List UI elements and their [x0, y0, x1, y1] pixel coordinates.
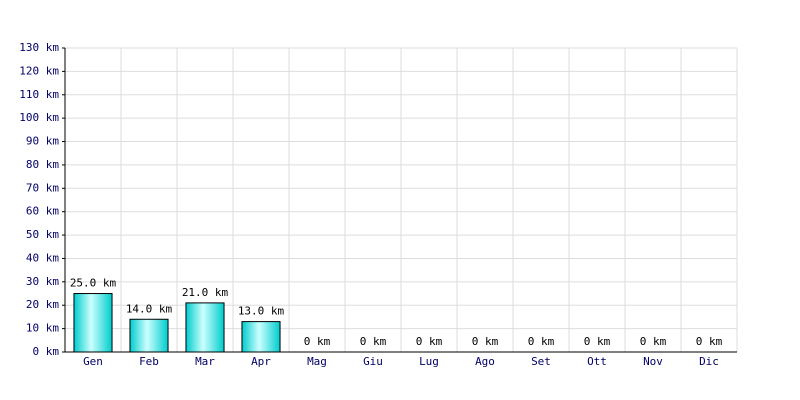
value-label: 14.0 km [126, 302, 173, 315]
y-tick-label: 120 km [19, 64, 59, 77]
value-label: 0 km [584, 335, 611, 348]
x-tick-label: Apr [251, 355, 271, 368]
y-tick-label: 40 km [26, 251, 59, 264]
value-label: 0 km [416, 335, 443, 348]
value-label: 21.0 km [182, 286, 229, 299]
value-label: 13.0 km [238, 305, 285, 318]
x-tick-label: Dic [699, 355, 719, 368]
x-tick-label: Set [531, 355, 551, 368]
y-tick-label: 0 km [33, 345, 60, 358]
y-tick-label: 70 km [26, 181, 59, 194]
x-tick-label: Giu [363, 355, 383, 368]
y-tick-label: 50 km [26, 228, 59, 241]
x-tick-label: Feb [139, 355, 159, 368]
x-tick-label: Nov [643, 355, 663, 368]
x-tick-label: Mag [307, 355, 327, 368]
x-tick-label: Mar [195, 355, 215, 368]
y-tick-label: 110 km [19, 88, 59, 101]
bar [129, 318, 169, 353]
x-tick-label: Ott [587, 355, 607, 368]
y-tick-label: 20 km [26, 298, 59, 311]
bar [185, 302, 225, 353]
value-label: 0 km [360, 335, 387, 348]
y-tick-label: 90 km [26, 135, 59, 148]
x-tick-label: Lug [419, 355, 439, 368]
value-label: 0 km [304, 335, 331, 348]
value-label: 0 km [528, 335, 555, 348]
x-tick-label: Gen [83, 355, 103, 368]
value-label: 0 km [640, 335, 667, 348]
y-tick-label: 100 km [19, 111, 59, 124]
x-tick-label: Ago [475, 355, 495, 368]
y-tick-label: 80 km [26, 158, 59, 171]
value-label: 0 km [696, 335, 723, 348]
bar [241, 321, 281, 353]
y-tick-label: 10 km [26, 322, 59, 335]
value-label: 0 km [472, 335, 499, 348]
y-tick-label: 60 km [26, 205, 59, 218]
bar [73, 293, 113, 353]
value-label: 25.0 km [70, 277, 117, 290]
y-tick-label: 130 km [19, 41, 59, 54]
y-tick-label: 30 km [26, 275, 59, 288]
